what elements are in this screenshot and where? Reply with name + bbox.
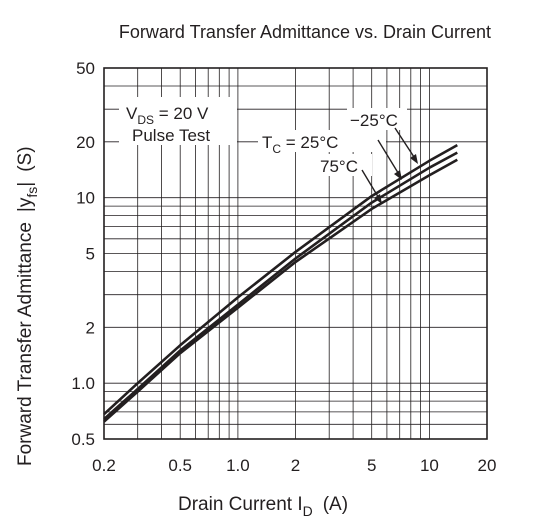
y-tick-label: 20 — [76, 133, 95, 152]
x-tick-label: 5 — [367, 456, 376, 475]
series-25 — [103, 151, 458, 421]
y-tick-label: 2 — [86, 318, 95, 337]
x-tick-label: 10 — [420, 456, 439, 475]
tc-label-bg — [258, 130, 386, 152]
x-tick-label: 0.2 — [92, 456, 116, 475]
leader-arrows — [374, 154, 418, 204]
y-tick-label: 10 — [76, 189, 95, 208]
y-tick-label: 0.5 — [71, 430, 95, 449]
x-tick-label: 2 — [291, 456, 300, 475]
y-tick-labels: 0.5 1.0 2 5 10 20 50 — [71, 59, 95, 449]
plus75-label: 75°C — [320, 157, 358, 176]
series-minus25 — [103, 143, 458, 416]
m25-label-bg — [347, 108, 407, 130]
minus25-label: −25°C — [350, 111, 398, 130]
series-75 — [103, 158, 458, 423]
y-tick-label: 5 — [86, 245, 95, 264]
chart-title: Forward Transfer Admittance vs. Drain Cu… — [119, 22, 491, 42]
plot-frame — [103, 67, 488, 440]
y-tick-label: 50 — [76, 59, 95, 78]
x-tick-label: 20 — [478, 456, 497, 475]
p75-label-bg — [318, 154, 372, 176]
y-axis-label: Forward Transfer Admittance|yfs|(S) — [15, 146, 40, 466]
leader-lines — [361, 127, 417, 201]
x-axis-label: Drain Current ID (A) — [178, 494, 348, 519]
x-tick-label: 1.0 — [226, 456, 250, 475]
curves — [103, 143, 458, 423]
y-tick-label: 1.0 — [71, 374, 95, 393]
conditions-box — [119, 97, 237, 145]
tc-25-label: TC = 25°C — [262, 133, 338, 156]
pulse-test-label: Pulse Test — [132, 126, 210, 145]
x-tick-labels: 0.2 0.5 1.0 2 5 10 20 — [92, 456, 496, 475]
x-tick-label: 0.5 — [168, 456, 192, 475]
vds-condition: VDS = 20 V — [126, 104, 209, 127]
